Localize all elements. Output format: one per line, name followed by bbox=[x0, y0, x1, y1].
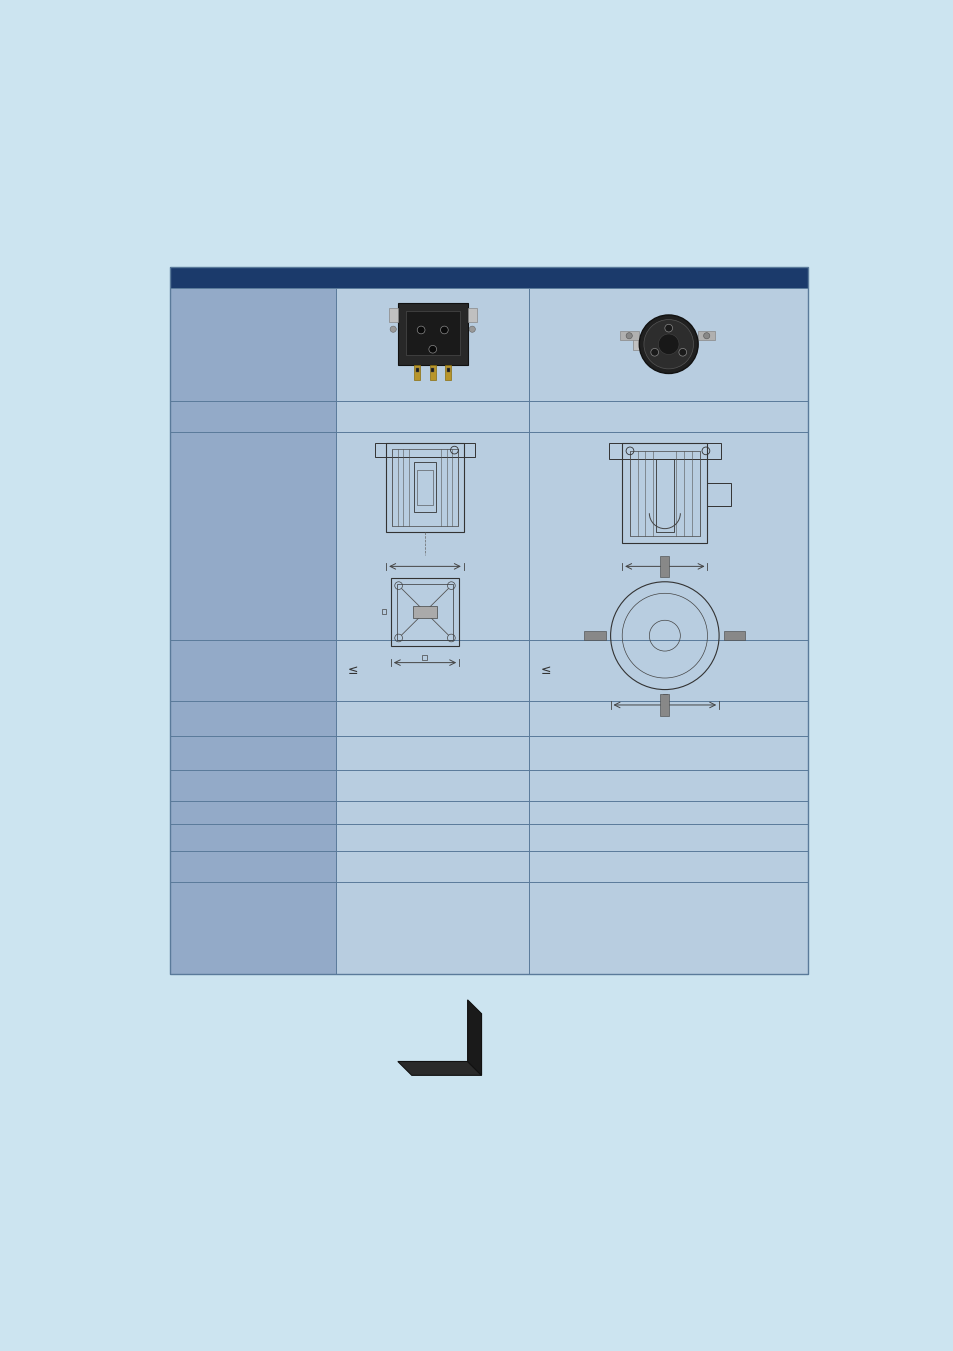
Bar bbox=[467, 308, 476, 323]
Bar bbox=[413, 605, 436, 617]
Circle shape bbox=[650, 349, 658, 357]
Bar bbox=[446, 367, 449, 373]
Bar bbox=[529, 851, 807, 882]
Bar bbox=[529, 401, 807, 431]
Bar bbox=[381, 609, 386, 615]
Circle shape bbox=[416, 326, 424, 334]
Bar bbox=[405, 311, 459, 355]
Circle shape bbox=[643, 320, 693, 369]
Bar bbox=[679, 338, 692, 350]
Bar bbox=[698, 331, 715, 340]
Circle shape bbox=[469, 326, 475, 332]
Bar bbox=[335, 851, 529, 882]
Bar bbox=[633, 338, 645, 350]
Bar bbox=[391, 578, 458, 646]
Bar bbox=[335, 736, 529, 770]
Bar bbox=[421, 655, 426, 659]
Text: ≤: ≤ bbox=[540, 663, 551, 677]
Bar bbox=[388, 308, 397, 323]
Bar bbox=[375, 443, 475, 457]
Bar bbox=[335, 801, 529, 824]
Bar bbox=[445, 365, 451, 380]
Circle shape bbox=[679, 349, 686, 357]
Bar bbox=[529, 701, 807, 736]
Bar bbox=[629, 451, 699, 535]
Bar bbox=[416, 470, 433, 505]
Bar bbox=[608, 443, 720, 458]
Bar bbox=[392, 450, 457, 526]
Bar bbox=[659, 694, 669, 716]
Bar bbox=[529, 882, 807, 974]
Bar bbox=[707, 484, 730, 507]
Bar bbox=[414, 462, 436, 512]
Circle shape bbox=[664, 324, 672, 332]
Bar bbox=[396, 584, 453, 639]
Bar bbox=[429, 365, 436, 380]
Bar bbox=[414, 365, 420, 380]
Bar bbox=[416, 367, 418, 373]
Polygon shape bbox=[467, 1000, 481, 1075]
Polygon shape bbox=[397, 1062, 481, 1075]
Bar bbox=[529, 639, 807, 701]
Bar bbox=[335, 431, 529, 639]
Bar bbox=[529, 824, 807, 851]
Bar bbox=[529, 288, 807, 401]
Bar bbox=[335, 639, 529, 701]
Bar bbox=[659, 555, 669, 577]
Bar bbox=[335, 824, 529, 851]
Circle shape bbox=[440, 326, 448, 334]
Bar bbox=[335, 288, 529, 401]
Circle shape bbox=[390, 326, 395, 332]
Bar bbox=[723, 631, 744, 640]
Bar bbox=[386, 443, 463, 532]
Bar bbox=[529, 770, 807, 801]
Bar bbox=[170, 267, 807, 974]
Bar bbox=[621, 443, 707, 543]
Bar bbox=[397, 303, 467, 365]
Bar bbox=[529, 736, 807, 770]
Bar bbox=[529, 431, 807, 639]
Circle shape bbox=[703, 332, 709, 339]
Text: ≤: ≤ bbox=[348, 663, 358, 677]
Bar bbox=[335, 770, 529, 801]
Bar bbox=[619, 331, 639, 340]
Bar bbox=[583, 631, 605, 640]
Bar bbox=[529, 801, 807, 824]
Circle shape bbox=[625, 332, 632, 339]
Bar bbox=[431, 367, 434, 373]
Circle shape bbox=[639, 315, 698, 373]
Circle shape bbox=[429, 346, 436, 353]
Bar bbox=[661, 694, 666, 698]
Bar bbox=[335, 401, 529, 431]
Bar bbox=[655, 458, 674, 532]
Bar bbox=[170, 288, 335, 974]
Bar bbox=[170, 267, 807, 288]
Bar bbox=[335, 701, 529, 736]
Circle shape bbox=[658, 334, 679, 354]
Bar bbox=[335, 882, 529, 974]
